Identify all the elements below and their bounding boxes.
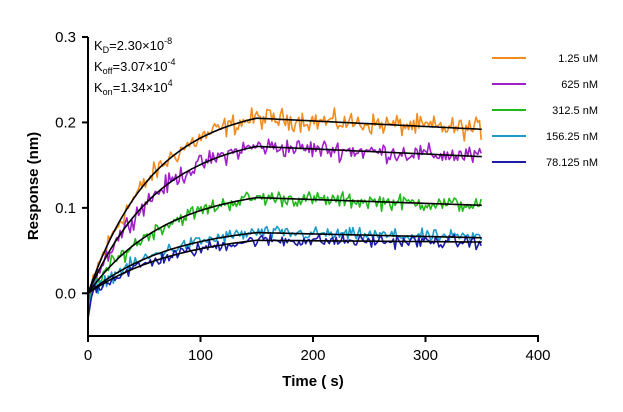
series-line [87,107,482,299]
fit-layer [87,117,482,294]
series-line [87,233,482,320]
y-tick-label: 0.0 [55,285,76,302]
x-tick-label: 400 [525,347,550,364]
legend-label: 625 nM [561,79,598,91]
fit-line [87,231,482,294]
series-line [87,191,482,309]
legend-label: 1.25 uM [558,53,598,65]
legend-label: 78.125 nM [546,157,598,169]
fit-line [87,239,482,294]
x-tick-label: 200 [300,347,325,364]
x-tick-label: 100 [188,347,213,364]
legend: 1.25 uM 625 nM 312.5 nM 156.25 nM 78.125 nM [492,53,598,169]
fit-line [87,117,482,294]
x-tick-label: 0 [84,347,92,364]
x-tick-label: 300 [413,347,438,364]
legend-label: 156.25 nM [546,131,598,143]
series-layer [87,107,482,320]
y-tick-label: 0.2 [55,114,76,131]
x-axis-title: Time ( s) [282,373,343,390]
y-tick-label: 0.3 [55,29,76,46]
ticks: 0 100 200 300 400 0.0 0.1 0.2 0.3 [55,29,550,364]
kinetics-annotation: KD=2.30×10-8 Koff=3.07×10-4 Kon=1.34×104 [94,36,175,97]
kd-label: KD=2.30×10-8 [94,36,172,55]
koff-label: Koff=3.07×10-4 [94,57,175,76]
y-axis-title: Response (nm) [25,132,42,240]
kon-label: Kon=1.34×104 [94,78,173,97]
y-tick-label: 0.1 [55,200,76,217]
legend-label: 312.5 nM [552,105,598,117]
series-line [87,138,482,304]
fit-line [87,145,482,294]
fit-line [87,196,482,294]
